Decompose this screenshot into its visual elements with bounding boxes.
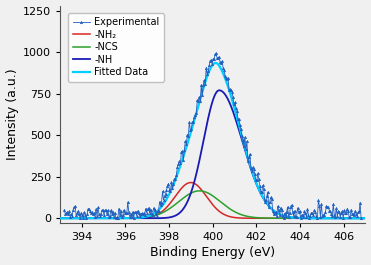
Experimental bbox=[240, 135, 244, 138]
Y-axis label: Intensity (a.u.): Intensity (a.u.) bbox=[6, 69, 19, 160]
Fitted Data bbox=[58, 217, 62, 220]
Fitted Data bbox=[175, 174, 179, 177]
Fitted Data bbox=[92, 217, 97, 220]
-NH₂ bbox=[357, 217, 362, 220]
-NCS bbox=[188, 192, 193, 195]
-NH bbox=[58, 217, 62, 220]
-NH bbox=[357, 217, 362, 220]
-NH₂ bbox=[92, 217, 97, 220]
-NH₂ bbox=[188, 181, 193, 184]
Experimental bbox=[62, 208, 66, 211]
Experimental bbox=[214, 52, 219, 55]
Fitted Data bbox=[188, 132, 193, 136]
Fitted Data bbox=[111, 217, 115, 220]
-NCS bbox=[58, 217, 62, 220]
-NH bbox=[188, 193, 193, 196]
Experimental bbox=[359, 216, 363, 219]
-NH bbox=[92, 217, 97, 220]
-NH₂ bbox=[363, 217, 368, 220]
X-axis label: Binding Energy (eV): Binding Energy (eV) bbox=[150, 246, 275, 259]
-NCS bbox=[357, 217, 362, 220]
Fitted Data bbox=[324, 217, 329, 220]
-NH₂ bbox=[324, 217, 329, 220]
Fitted Data bbox=[213, 61, 218, 65]
-NH bbox=[217, 89, 221, 92]
Line: Experimental: Experimental bbox=[63, 52, 362, 220]
-NH₂ bbox=[111, 217, 115, 220]
Experimental bbox=[239, 128, 243, 131]
Line: Fitted Data: Fitted Data bbox=[60, 63, 365, 218]
Legend: Experimental, -NH₂, -NCS, -NH, Fitted Data: Experimental, -NH₂, -NCS, -NH, Fitted Da… bbox=[68, 13, 164, 82]
-NH₂ bbox=[175, 192, 179, 196]
-NCS bbox=[92, 217, 97, 220]
Experimental bbox=[315, 217, 320, 220]
-NH bbox=[175, 213, 179, 216]
-NCS bbox=[363, 217, 368, 220]
Experimental bbox=[245, 140, 249, 143]
Fitted Data bbox=[357, 217, 362, 220]
-NH₂ bbox=[58, 217, 62, 220]
Fitted Data bbox=[363, 217, 368, 220]
Experimental bbox=[63, 212, 68, 215]
Line: -NH₂: -NH₂ bbox=[60, 183, 365, 218]
-NH bbox=[363, 217, 368, 220]
Line: -NCS: -NCS bbox=[60, 191, 365, 218]
-NCS bbox=[111, 217, 115, 220]
Experimental bbox=[333, 215, 338, 218]
-NCS bbox=[175, 201, 179, 205]
-NH₂ bbox=[188, 181, 193, 184]
-NCS bbox=[324, 217, 329, 220]
Line: -NH: -NH bbox=[60, 90, 365, 218]
-NCS bbox=[197, 189, 202, 192]
-NH bbox=[324, 217, 329, 220]
Experimental bbox=[313, 210, 318, 213]
-NH bbox=[111, 217, 115, 220]
